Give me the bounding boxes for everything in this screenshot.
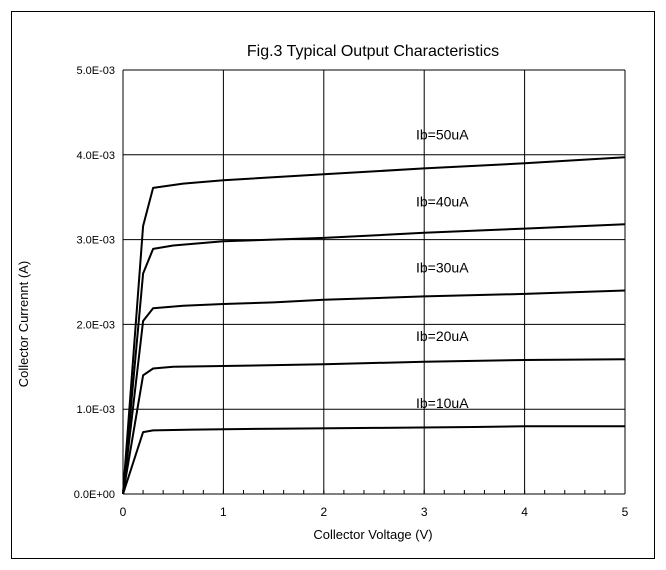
- series-line: [122, 425, 625, 495]
- x-axis-label: Collector Voltage (V): [313, 527, 432, 542]
- y-tick-label: 4.0E-03: [76, 150, 115, 162]
- grid: [122, 69, 626, 495]
- series-label: Ib=30uA: [416, 259, 469, 275]
- y-tick-label: 2.0E-03: [76, 319, 115, 331]
- series-label: Ib=20uA: [416, 328, 469, 344]
- series-labels: Ib=10uA Ib=20uA Ib=30uA Ib=40uA Ib=50uA: [416, 126, 469, 411]
- chart-title: Fig.3 Typical Output Characteristics: [247, 43, 499, 60]
- series-label: Ib=50uA: [416, 126, 469, 142]
- x-tick-label: 2: [320, 505, 327, 519]
- series-label: Ib=40uA: [416, 193, 469, 209]
- y-axis-label: Collector Currennt (A): [16, 261, 31, 387]
- series-line: [122, 358, 626, 495]
- y-tick-label: 1.0E-03: [76, 404, 115, 416]
- x-tick-label: 0: [120, 505, 127, 519]
- series-line: [122, 223, 626, 495]
- y-tick-label: 3.0E-03: [76, 235, 115, 247]
- x-tick-label: 3: [421, 505, 428, 519]
- series-line: [122, 289, 626, 495]
- y-tick-label: 5.0E-03: [76, 65, 115, 77]
- series-line: [122, 156, 626, 495]
- series-lines: [122, 156, 626, 495]
- chart-frame: [11, 11, 655, 559]
- x-tick-label: 5: [622, 505, 629, 519]
- ticks: 0 1 2 3 4 5 0.0E+00 1.0E-03 2.0E-03 3.0E-03 4.0E-0…: [74, 65, 629, 519]
- series-label: Ib=10uA: [416, 395, 469, 411]
- y-tick-label: 0.0E+00: [74, 489, 115, 501]
- x-tick-label: 4: [521, 505, 528, 519]
- x-tick-label: 1: [220, 505, 227, 519]
